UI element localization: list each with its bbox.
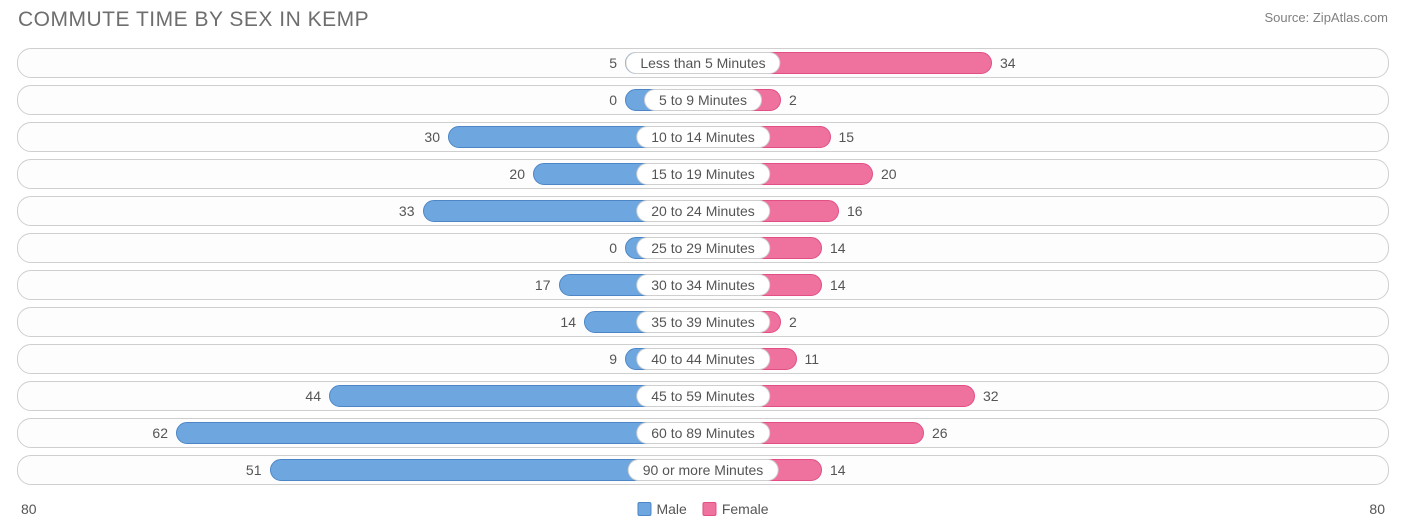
value-female: 14 [830, 456, 846, 484]
value-male: 17 [535, 271, 551, 299]
value-male: 5 [609, 49, 617, 77]
source-attribution: Source: ZipAtlas.com [1264, 8, 1388, 25]
value-male: 51 [246, 456, 262, 484]
value-female: 14 [830, 271, 846, 299]
chart-plot-area: 5 34 Less than 5 Minutes 0 2 5 to 9 Minutes 30… [17, 48, 1389, 491]
value-female: 11 [805, 345, 820, 373]
category-label: 40 to 44 Minutes [636, 348, 770, 370]
category-label: 90 or more Minutes [628, 459, 779, 481]
category-label: Less than 5 Minutes [625, 52, 780, 74]
legend-item-female: Female [703, 501, 769, 517]
value-male: 62 [152, 419, 168, 447]
value-male: 20 [509, 160, 525, 188]
value-male: 33 [399, 197, 415, 225]
legend-swatch-female [703, 502, 717, 516]
value-male: 44 [305, 382, 321, 410]
value-female: 20 [881, 160, 897, 188]
axis-max-right: 80 [1369, 501, 1385, 517]
bar-row: 33 16 20 to 24 Minutes [17, 196, 1389, 226]
legend-item-male: Male [637, 501, 686, 517]
value-male: 9 [609, 345, 617, 373]
bar-male [176, 422, 703, 444]
legend-swatch-male [637, 502, 651, 516]
value-female: 2 [789, 86, 797, 114]
value-female: 32 [983, 382, 999, 410]
legend-label-female: Female [722, 501, 769, 517]
category-label: 60 to 89 Minutes [636, 422, 770, 444]
chart-footer: 80 Male Female 80 [17, 495, 1389, 517]
bar-row: 5 34 Less than 5 Minutes [17, 48, 1389, 78]
value-female: 16 [847, 197, 863, 225]
value-male: 30 [424, 123, 440, 151]
category-label: 10 to 14 Minutes [636, 126, 770, 148]
chart-title: COMMUTE TIME BY SEX IN KEMP [18, 8, 369, 32]
bar-row: 62 26 60 to 89 Minutes [17, 418, 1389, 448]
value-male: 0 [609, 86, 617, 114]
bar-row: 9 11 40 to 44 Minutes [17, 344, 1389, 374]
bar-row: 0 14 25 to 29 Minutes [17, 233, 1389, 263]
legend: Male Female [637, 501, 768, 517]
category-label: 35 to 39 Minutes [636, 311, 770, 333]
bar-row: 20 20 15 to 19 Minutes [17, 159, 1389, 189]
value-female: 2 [789, 308, 797, 336]
value-female: 34 [1000, 49, 1016, 77]
value-male: 0 [609, 234, 617, 262]
value-male: 14 [560, 308, 576, 336]
bar-row: 0 2 5 to 9 Minutes [17, 85, 1389, 115]
bar-row: 30 15 10 to 14 Minutes [17, 122, 1389, 152]
category-label: 20 to 24 Minutes [636, 200, 770, 222]
bar-row: 51 14 90 or more Minutes [17, 455, 1389, 485]
category-label: 5 to 9 Minutes [644, 89, 762, 111]
bar-row: 14 2 35 to 39 Minutes [17, 307, 1389, 337]
value-female: 26 [932, 419, 948, 447]
category-label: 30 to 34 Minutes [636, 274, 770, 296]
category-label: 25 to 29 Minutes [636, 237, 770, 259]
legend-label-male: Male [656, 501, 686, 517]
axis-max-left: 80 [21, 501, 37, 517]
value-female: 14 [830, 234, 846, 262]
category-label: 45 to 59 Minutes [636, 385, 770, 407]
bar-row: 44 32 45 to 59 Minutes [17, 381, 1389, 411]
bar-row: 17 14 30 to 34 Minutes [17, 270, 1389, 300]
value-female: 15 [839, 123, 855, 151]
category-label: 15 to 19 Minutes [636, 163, 770, 185]
